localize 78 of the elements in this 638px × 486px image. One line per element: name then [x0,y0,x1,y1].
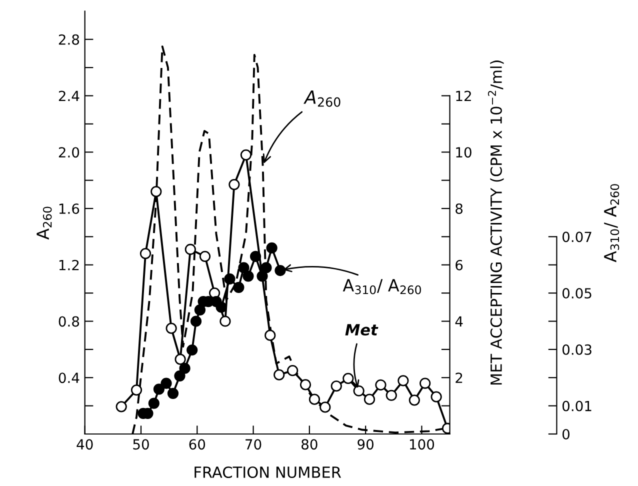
point [194,304,206,316]
point [264,330,276,341]
y-tick-label: 2.8 [58,34,80,45]
y2-tick-label: 8 [456,203,463,214]
point [186,344,198,356]
point [233,282,244,293]
point [274,264,286,276]
point [228,178,240,190]
y3-tick-label: 0.07 [562,232,592,242]
y-tick-label: 0.4 [58,372,80,384]
point [179,362,190,374]
point [160,378,172,389]
y2-tick-label: 6 [456,260,463,270]
text: A$_{260}$ [304,90,340,107]
x-tick-label: 70 [246,439,262,450]
y2-tick-label: 4 [455,316,463,327]
point [364,394,376,405]
point [320,402,331,413]
point [150,186,162,198]
x-tick-label: 90 [358,439,374,450]
y3-axis-title: A$_{310}$/ A$_{260}$ [604,184,620,262]
point [174,370,186,382]
y-tick-label: 0.8 [58,316,80,327]
x-axis-title: FRACTION NUMBER [194,466,342,478]
point [260,262,272,274]
point [330,380,342,392]
point [199,250,211,262]
point [242,270,254,282]
point [274,369,285,380]
x-tick-label: 50 [133,439,149,450]
y2-tick-label: 2 [456,372,462,383]
point [167,388,179,399]
point [250,250,262,262]
point [398,375,409,386]
y3-tick-label: 0.01 [562,400,592,412]
point [220,316,231,327]
y3-tick-label: 0 [562,428,570,440]
x-tick-label: 60 [189,439,206,450]
point [184,244,196,255]
point [240,149,252,160]
text: A$_{310}$/ A$_{260}$ [342,279,421,294]
point [287,365,298,376]
point [342,372,354,384]
y-tick-label: 2.4 [58,90,80,102]
y-tick-label: 1.6 [59,203,80,214]
point [375,379,386,391]
point [148,398,160,409]
point [116,401,127,412]
point [140,248,152,260]
y2-tick-label: 10 [456,147,472,158]
point [238,262,250,274]
y-tick-label: 2.0 [58,147,80,158]
y3-tick-label: 0.03 [562,344,592,355]
x-tick-label: 40 [76,439,93,450]
point [420,378,431,389]
y-axis-title: A$_{260}$ [36,206,52,240]
point [174,354,186,365]
text: Met [345,324,378,336]
point [353,385,364,396]
point [386,390,397,401]
point [430,391,442,402]
point [266,242,278,254]
point [166,322,177,334]
point [130,384,142,396]
y-tick-label: 1.2 [59,260,79,270]
point [308,394,320,405]
y3-tick-label: 0.05 [562,288,592,299]
point [190,316,202,327]
point [224,273,236,285]
point [256,270,268,282]
x-tick-label: 100 [410,439,434,450]
y2-axis-title: MET ACCEPTING ACTIVITY (CPM x 10$^{−2}$/ml) [488,60,504,385]
point [216,302,227,313]
y2-tick-label: 12 [456,90,471,102]
x-tick-label: 80 [302,439,318,450]
point [408,394,420,406]
point [153,384,165,395]
point [300,379,312,390]
